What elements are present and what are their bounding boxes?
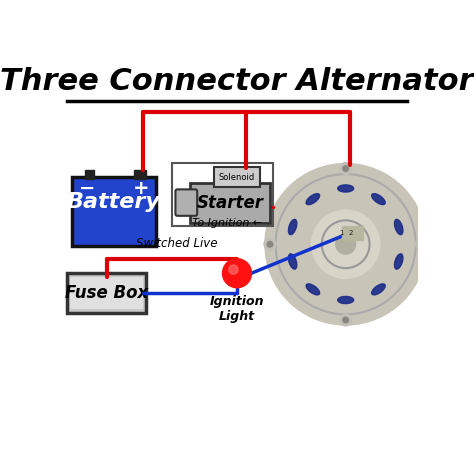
Ellipse shape [288,219,297,235]
Circle shape [267,241,273,247]
Ellipse shape [306,193,319,205]
Ellipse shape [394,219,403,235]
Circle shape [416,239,427,250]
Ellipse shape [394,254,403,269]
Text: +: + [133,179,149,198]
Ellipse shape [306,284,319,295]
Ellipse shape [337,185,354,192]
Text: To Ignition ←: To Ignition ← [191,219,262,228]
Ellipse shape [372,193,385,205]
Text: Fuse Box: Fuse Box [65,284,148,302]
FancyBboxPatch shape [175,190,197,216]
Circle shape [312,211,379,278]
Text: 1  2: 1 2 [340,230,354,236]
FancyBboxPatch shape [72,177,155,246]
FancyBboxPatch shape [71,277,143,310]
Ellipse shape [288,254,297,269]
Circle shape [343,317,348,323]
Text: Three Connector Alternator: Three Connector Alternator [0,67,474,96]
Text: Battery: Battery [67,192,161,212]
Circle shape [336,235,355,254]
Text: −: − [79,179,95,198]
Circle shape [229,265,238,274]
Circle shape [340,163,351,174]
Ellipse shape [337,296,354,304]
Circle shape [340,314,351,326]
Ellipse shape [372,284,385,295]
FancyBboxPatch shape [190,182,270,222]
Circle shape [222,259,252,288]
FancyBboxPatch shape [67,273,146,313]
Bar [134,170,146,179]
Text: Switched Live: Switched Live [136,237,217,250]
Bar [342,226,364,240]
FancyBboxPatch shape [214,167,260,187]
Circle shape [419,241,424,247]
Text: Starter: Starter [196,193,263,211]
Circle shape [343,166,348,171]
Text: Solenoid: Solenoid [219,173,255,182]
Circle shape [264,239,275,250]
Circle shape [266,164,425,324]
Text: Ignition
Light: Ignition Light [210,295,264,323]
Bar [85,170,94,179]
